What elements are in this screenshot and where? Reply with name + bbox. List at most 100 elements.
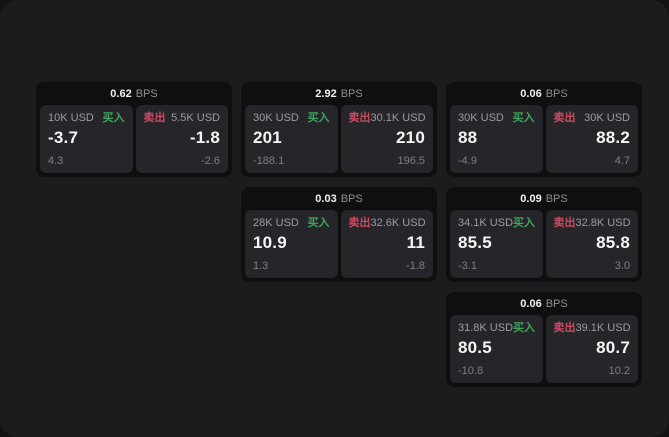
card-header: 0.03 BPS: [245, 187, 433, 210]
bps-unit-label: BPS: [340, 192, 363, 205]
sell-change: 196.5: [397, 155, 425, 167]
buy-change: 4.3: [48, 155, 64, 167]
bps-value: 0.06: [520, 297, 542, 310]
sell-label: 卖出: [553, 112, 576, 124]
buy-change: -188.1: [253, 155, 285, 167]
card-body: 31.8K USD 买入 80.5 -10.8 卖出 39.1K USD 80.…: [450, 315, 638, 383]
bps-unit-label: BPS: [545, 192, 568, 205]
quote-card[interactable]: 0.03 BPS 28K USD 买入 10.9 1.3 卖出 32.6K US…: [241, 187, 437, 282]
sell-tile-header: 卖出 39.1K USD: [554, 322, 631, 335]
bps-value: 0.06: [520, 87, 542, 100]
card-body: 30K USD 买入 201 -188.1 卖出 30.1K USD 210 1…: [245, 105, 433, 173]
card-body: 34.1K USD 买入 85.5 -3.1 卖出 32.8K USD 85.8…: [450, 210, 638, 278]
sell-amount: 30.1K USD: [370, 112, 426, 124]
buy-label: 买入: [513, 322, 536, 334]
sell-label: 卖出: [553, 217, 576, 229]
sell-amount: 32.6K USD: [370, 217, 426, 229]
card-header: 0.62 BPS: [40, 82, 228, 105]
buy-amount: 28K USD: [253, 217, 299, 229]
buy-tile[interactable]: 10K USD 买入 -3.7 4.3: [40, 105, 133, 173]
sell-price: 85.8: [596, 233, 630, 252]
sell-amount: 5.5K USD: [171, 112, 220, 124]
bps-unit-label: BPS: [545, 297, 568, 310]
sell-change: 3.0: [614, 260, 630, 272]
buy-tile-header: 30K USD 买入: [458, 112, 535, 125]
quote-card[interactable]: 0.06 BPS 31.8K USD 买入 80.5 -10.8 卖出 39.1…: [446, 292, 642, 387]
buy-amount: 30K USD: [458, 112, 504, 124]
buy-tile[interactable]: 34.1K USD 买入 85.5 -3.1: [450, 210, 543, 278]
buy-amount: 30K USD: [253, 112, 299, 124]
buy-change: -10.8: [458, 365, 484, 377]
buy-amount: 10K USD: [48, 112, 94, 124]
buy-price: 88: [458, 128, 478, 147]
bps-value: 2.92: [315, 87, 337, 100]
sell-tile[interactable]: 卖出 30.1K USD 210 196.5: [340, 105, 433, 173]
card-header: 0.06 BPS: [450, 292, 638, 315]
bps-unit-label: BPS: [340, 87, 363, 100]
quote-card[interactable]: 0.06 BPS 30K USD 买入 88 -4.9 卖出 30K USD 8…: [446, 82, 642, 177]
sell-price: 80.7: [596, 338, 630, 357]
buy-price: 10.9: [253, 233, 287, 252]
buy-label: 买入: [102, 112, 125, 124]
buy-tile-header: 10K USD 买入: [48, 112, 125, 125]
sell-tile[interactable]: 卖出 5.5K USD -1.8 -2.6: [135, 105, 228, 173]
bps-unit-label: BPS: [135, 87, 158, 100]
buy-price: 201: [253, 128, 282, 147]
buy-price: -3.7: [48, 128, 79, 147]
sell-label: 卖出: [348, 217, 371, 229]
buy-amount: 34.1K USD: [458, 217, 514, 229]
sell-amount: 32.8K USD: [575, 217, 631, 229]
buy-tile-header: 30K USD 买入: [253, 112, 330, 125]
buy-tile[interactable]: 31.8K USD 买入 80.5 -10.8: [450, 315, 543, 383]
card-body: 10K USD 买入 -3.7 4.3 卖出 5.5K USD -1.8 -2.…: [40, 105, 228, 173]
bps-value: 0.03: [315, 192, 337, 205]
sell-label: 卖出: [143, 112, 166, 124]
buy-tile[interactable]: 28K USD 买入 10.9 1.3: [245, 210, 338, 278]
card-body: 28K USD 买入 10.9 1.3 卖出 32.6K USD 11 -1.8: [245, 210, 433, 278]
buy-tile-header: 28K USD 买入: [253, 217, 330, 230]
card-header: 0.09 BPS: [450, 187, 638, 210]
sell-tile[interactable]: 卖出 32.6K USD 11 -1.8: [340, 210, 433, 278]
buy-label: 买入: [513, 217, 536, 229]
sell-price: 210: [396, 128, 425, 147]
buy-tile[interactable]: 30K USD 买入 88 -4.9: [450, 105, 543, 173]
sell-amount: 39.1K USD: [575, 322, 631, 334]
sell-change: -2.6: [201, 155, 220, 167]
quote-card[interactable]: 0.09 BPS 34.1K USD 买入 85.5 -3.1 卖出 32.8K…: [446, 187, 642, 282]
sell-price: 11: [406, 233, 425, 252]
bps-unit-label: BPS: [545, 87, 568, 100]
sell-tile[interactable]: 卖出 30K USD 88.2 4.7: [545, 105, 638, 173]
buy-change: -3.1: [458, 260, 477, 272]
sell-tile-header: 卖出 32.8K USD: [554, 217, 631, 230]
buy-amount: 31.8K USD: [458, 322, 514, 334]
sell-change: 4.7: [614, 155, 630, 167]
sell-tile[interactable]: 卖出 32.8K USD 85.8 3.0: [545, 210, 638, 278]
buy-tile-header: 34.1K USD 买入: [458, 217, 535, 230]
buy-change: 1.3: [253, 260, 269, 272]
quote-card[interactable]: 0.62 BPS 10K USD 买入 -3.7 4.3 卖出 5.5K USD…: [36, 82, 232, 177]
sell-price: -1.8: [189, 128, 220, 147]
sell-amount: 30K USD: [584, 112, 630, 124]
sell-tile[interactable]: 卖出 39.1K USD 80.7 10.2: [545, 315, 638, 383]
quote-card[interactable]: 2.92 BPS 30K USD 买入 201 -188.1 卖出 30.1K …: [241, 82, 437, 177]
buy-tile[interactable]: 30K USD 买入 201 -188.1: [245, 105, 338, 173]
sell-tile-header: 卖出 32.6K USD: [349, 217, 426, 230]
buy-label: 买入: [307, 112, 330, 124]
buy-change: -4.9: [458, 155, 477, 167]
sell-tile-header: 卖出 30K USD: [554, 112, 631, 125]
sell-tile-header: 卖出 5.5K USD: [144, 112, 221, 125]
bps-value: 0.09: [520, 192, 542, 205]
buy-price: 85.5: [458, 233, 492, 252]
card-header: 2.92 BPS: [245, 82, 433, 105]
sell-change: -1.8: [406, 260, 425, 272]
sell-change: 10.2: [608, 365, 630, 377]
sell-tile-header: 卖出 30.1K USD: [349, 112, 426, 125]
bps-value: 0.62: [110, 87, 132, 100]
sell-label: 卖出: [553, 322, 576, 334]
buy-label: 买入: [307, 217, 330, 229]
buy-price: 80.5: [458, 338, 492, 357]
buy-label: 买入: [512, 112, 535, 124]
sell-price: 88.2: [596, 128, 630, 147]
buy-tile-header: 31.8K USD 买入: [458, 322, 535, 335]
